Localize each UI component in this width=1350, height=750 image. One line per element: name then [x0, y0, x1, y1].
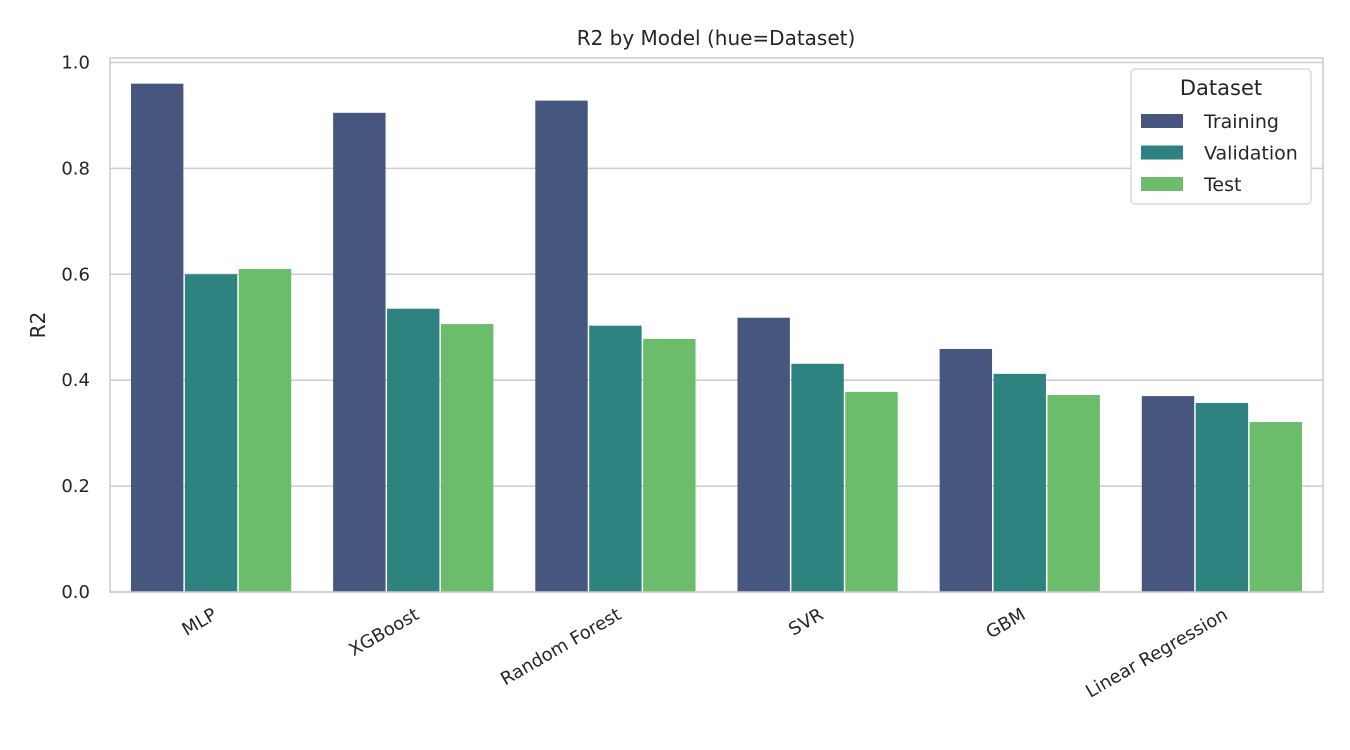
- bar-training-svr: [737, 317, 790, 592]
- x-tick-label: Linear Regression: [1082, 604, 1231, 702]
- bar-validation-svr: [791, 363, 844, 592]
- bar-test-gbm: [1047, 395, 1100, 592]
- y-tick-labels: 0.0 0.2 0.4 0.6 0.8 1.0: [61, 53, 90, 603]
- y-tick-label: 0.6: [61, 264, 90, 285]
- x-tick-label: SVR: [785, 604, 827, 640]
- x-tick-labels: MLP XGBoost Random Forest SVR GBM Linear Regr…: [179, 604, 1232, 702]
- y-tick-label: 0.2: [61, 476, 90, 497]
- bar-test-linear-regression: [1249, 422, 1303, 592]
- y-axis-label: R2: [26, 312, 50, 339]
- bar-test-svr: [845, 391, 898, 592]
- bar-validation-gbm: [993, 373, 1046, 592]
- y-tick-label: 0.8: [61, 158, 90, 179]
- bar-training-gbm: [939, 348, 993, 592]
- chart-title: R2 by Model (hue=Dataset): [577, 26, 856, 50]
- bar-validation-linear-regression: [1195, 402, 1249, 592]
- bar-training-mlp: [130, 83, 184, 592]
- bar-training-xgboost: [333, 112, 386, 593]
- plot-frame: [109, 57, 1324, 593]
- bars: [130, 83, 1303, 593]
- legend-title: Dataset: [1180, 76, 1262, 100]
- legend-label-validation: Validation: [1204, 143, 1298, 165]
- legend: Dataset Training Validation Test: [1130, 68, 1312, 205]
- bar-test-mlp: [238, 269, 292, 592]
- y-tick-label: 0.4: [61, 370, 90, 391]
- legend-label-test: Test: [1203, 174, 1241, 196]
- legend-swatch-validation: [1141, 145, 1183, 160]
- y-tick-label: 1.0: [61, 53, 90, 74]
- y-tick-label: 0.0: [61, 582, 90, 603]
- x-tick-label: Random Forest: [497, 604, 625, 690]
- bar-test-random-forest: [643, 338, 696, 592]
- bar-training-random-forest: [535, 100, 588, 592]
- bar-test-xgboost: [440, 324, 494, 592]
- bar-training-linear-regression: [1141, 396, 1195, 592]
- bar-validation-mlp: [184, 274, 238, 592]
- x-tick-label: MLP: [179, 604, 221, 640]
- x-tick-label: XGBoost: [345, 604, 422, 661]
- legend-box: [1130, 68, 1312, 205]
- legend-items: Training Validation Test: [1141, 111, 1298, 196]
- legend-swatch-test: [1141, 177, 1183, 191]
- bar-validation-random-forest: [589, 325, 642, 592]
- bar-validation-xgboost: [387, 308, 440, 592]
- x-tick-label: GBM: [983, 604, 1030, 643]
- legend-swatch-training: [1141, 114, 1183, 128]
- legend-label-training: Training: [1203, 111, 1279, 133]
